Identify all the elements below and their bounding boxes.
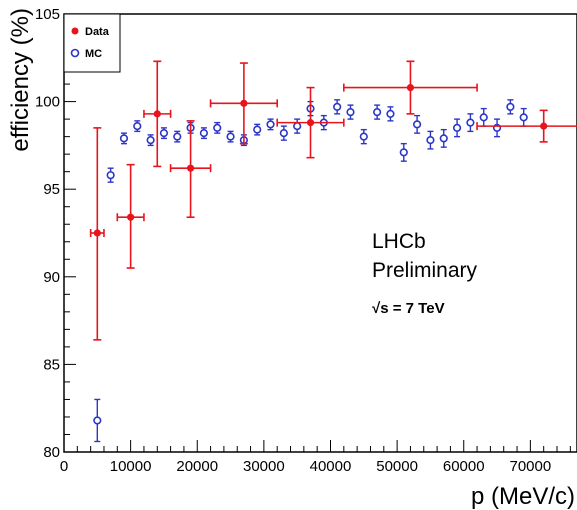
y-axis-label: efficiency (%) — [7, 8, 34, 152]
x-tick-label: 60000 — [443, 458, 485, 475]
legend-mc-marker — [70, 48, 80, 58]
mc-point — [159, 129, 169, 138]
legend-box — [63, 13, 121, 73]
x-tick-label: 40000 — [310, 458, 352, 475]
data-series — [89, 60, 577, 341]
mc-point — [279, 129, 288, 138]
axis-ticks — [63, 13, 571, 453]
mc-point — [133, 122, 142, 131]
y-tick-label: 80 — [43, 444, 60, 461]
mc-point — [452, 123, 462, 132]
mc-point — [146, 136, 155, 145]
mc-point — [253, 125, 262, 134]
mc-point — [413, 120, 422, 129]
mc-point — [119, 134, 129, 143]
annotation-energy: √s = 7 TeV — [372, 300, 445, 317]
y-tick-label: 95 — [43, 181, 60, 198]
legend-label-mc: MC — [85, 48, 102, 60]
mc-point — [226, 132, 235, 141]
x-tick-label: 0 — [60, 458, 68, 475]
y-tick-label: 105 — [35, 6, 60, 23]
mc-point — [506, 102, 515, 111]
mc-point — [439, 134, 448, 143]
data-point — [406, 83, 415, 92]
mc-point — [386, 109, 395, 118]
mc-point — [199, 129, 209, 138]
mc-point — [266, 120, 275, 129]
data-point — [153, 110, 161, 118]
mc-point — [466, 118, 475, 127]
x-tick-label: 30000 — [243, 458, 285, 475]
mc-point — [333, 102, 342, 111]
x-tick-label: 70000 — [510, 458, 552, 475]
mc-point — [479, 113, 488, 122]
x-axis-label: p (MeV/c) — [471, 483, 575, 510]
legend-data-marker — [71, 27, 79, 35]
mc-point — [359, 132, 368, 141]
data-point — [306, 119, 315, 127]
x-tick-label: 10000 — [110, 458, 152, 475]
data-point — [93, 229, 101, 237]
mc-point — [373, 108, 382, 117]
plot-frame — [63, 13, 577, 453]
y-tick-label: 90 — [43, 269, 60, 286]
y-tick-label: 100 — [35, 94, 60, 111]
data-point — [240, 99, 248, 107]
mc-point — [173, 132, 182, 141]
mc-point — [93, 416, 102, 425]
mc-point — [426, 136, 435, 145]
mc-point — [399, 148, 408, 157]
annotation-block: LHCb Preliminary √s = 7 TeV — [372, 230, 478, 317]
mc-point — [519, 113, 528, 122]
legend: Data MC — [63, 13, 121, 73]
mc-point — [293, 122, 302, 131]
x-tick-label: 50000 — [376, 458, 418, 475]
x-tick-label: 20000 — [176, 458, 218, 475]
annotation-lhcb: LHCb — [372, 230, 426, 253]
mc-point — [346, 108, 355, 117]
data-point — [186, 164, 195, 172]
y-tick-label: 85 — [43, 356, 60, 373]
data-point — [127, 213, 135, 221]
mc-point — [106, 171, 115, 180]
data-point — [540, 122, 548, 130]
mc-point — [213, 123, 222, 132]
tick-labels: 0 10000 20000 30000 40000 50000 60000 70000 80 85… — [35, 6, 551, 475]
annotation-preliminary: Preliminary — [372, 259, 478, 282]
legend-label-data: Data — [85, 26, 110, 38]
